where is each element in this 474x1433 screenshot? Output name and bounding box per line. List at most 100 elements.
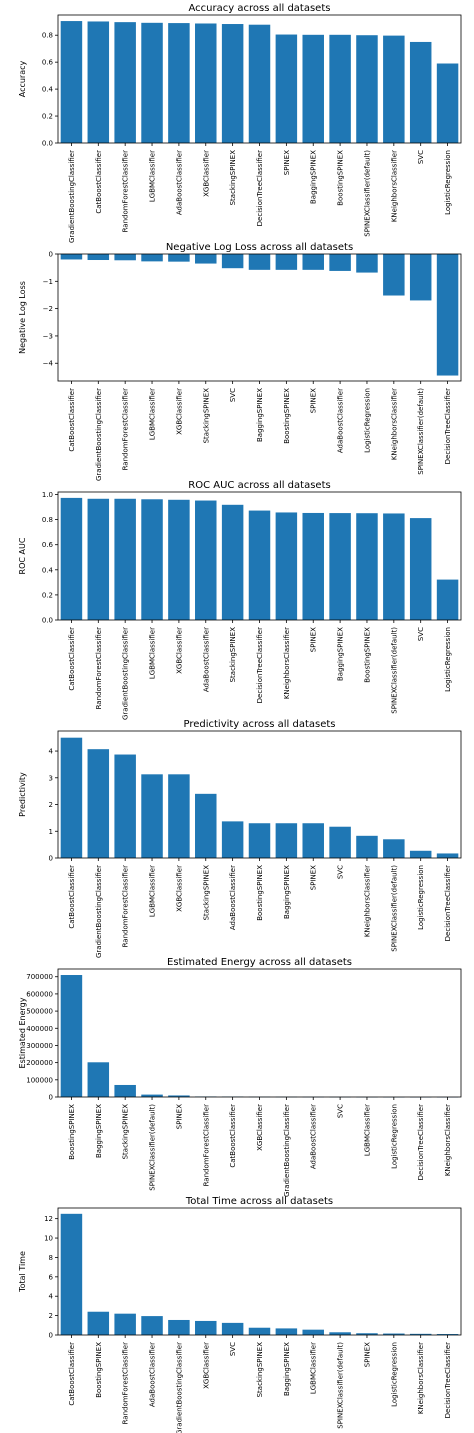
x-tick-label: KNeighborsClassifier — [417, 1342, 425, 1414]
bar — [141, 499, 163, 620]
y-tick-label: 10 — [44, 1235, 53, 1243]
bar — [221, 1322, 244, 1335]
x-tick-label: StackingSPINEX — [256, 1342, 264, 1398]
bar — [383, 35, 405, 143]
x-tick-label: RandomForestClassifier — [95, 627, 103, 710]
bar — [221, 821, 244, 858]
chart-title: ROC AUC across all datasets — [188, 480, 330, 491]
x-tick-label: BoostingSPINEX — [95, 1342, 103, 1398]
bar — [195, 793, 217, 858]
y-tick-label: 700000 — [26, 973, 53, 981]
bar — [60, 975, 83, 1097]
x-tick-label: KNeighborsClassifier — [390, 150, 398, 222]
x-tick-label: RandomForestClassifier — [122, 388, 130, 471]
y-tick-label: 1.0 — [42, 491, 53, 499]
x-tick-label: GradientBoostingClassifier — [95, 388, 103, 481]
x-tick-label: SVC — [337, 1104, 345, 1118]
y-tick-label: 0 — [49, 855, 53, 863]
chart-6: Total Time across all datasets Total Time… — [18, 1196, 462, 1433]
x-tick-label: LGBMClassifier — [149, 150, 157, 202]
x-tick-label: LogisticRegression — [363, 388, 371, 453]
x-tick-label: DecisionTreeClassifier — [444, 865, 452, 941]
x-tick-label: RandomForestClassifier — [122, 865, 130, 948]
x-tick-label: BoostingSPINEX — [363, 627, 371, 683]
y-tick-label: 6 — [49, 1273, 54, 1281]
y-tick-label: 2 — [49, 801, 53, 809]
y-tick-label: −2 — [43, 305, 53, 313]
y-tick-label: 0.6 — [42, 541, 54, 549]
y-tick-label: 2 — [49, 1312, 53, 1320]
x-tick-label: SPINEXClassifier(default) — [363, 150, 371, 237]
y-tick-label: 0.4 — [42, 566, 54, 574]
bar — [248, 1327, 271, 1335]
y-tick-label: 0.8 — [42, 32, 53, 40]
bar — [141, 22, 163, 144]
x-tick-label: SPINEXClassifier(default) — [417, 388, 425, 475]
bar — [302, 823, 324, 858]
y-axis-label: Predictivity — [18, 772, 27, 817]
x-tick-label: DecisionTreeClassifier — [444, 388, 452, 464]
y-tick-label: 0 — [49, 251, 53, 259]
chart-title: Total Time across all datasets — [185, 1196, 333, 1207]
y-tick-label: −4 — [43, 360, 54, 368]
bar — [168, 1095, 190, 1097]
x-tick-label: XGBClassifier — [175, 627, 183, 674]
x-tick-label: AdaBoostClassifier — [149, 1342, 157, 1407]
x-tick-label: StackingSPINEX — [229, 150, 237, 206]
y-tick-label: 0.6 — [42, 59, 54, 67]
bar — [436, 254, 459, 376]
x-tick-label: RandomForestClassifier — [122, 150, 130, 233]
bar — [87, 749, 110, 858]
bar — [221, 504, 244, 620]
bar — [329, 513, 351, 620]
x-tick-label: GradientBoostingClassifier — [68, 150, 76, 243]
bar — [141, 1094, 163, 1097]
x-tick-label: LGBMClassifier — [149, 388, 157, 440]
x-tick-label: DecisionTreeClassifier — [256, 150, 264, 226]
bar — [302, 1329, 324, 1335]
x-tick-label: SPINEX — [175, 1104, 183, 1129]
x-tick-label: KNeighborsClassifier — [283, 627, 291, 699]
bar — [356, 835, 378, 858]
y-axis-label: Total Time — [18, 1251, 27, 1293]
bar — [436, 853, 459, 858]
bar — [87, 1062, 110, 1097]
y-tick-label: 3 — [49, 774, 53, 782]
bar — [114, 754, 136, 858]
bar — [87, 1311, 110, 1335]
x-tick-label: SVC — [337, 865, 345, 879]
x-tick-label: XGBClassifier — [256, 1104, 264, 1151]
bar — [195, 500, 217, 620]
x-tick-label: SPINEX — [310, 627, 318, 652]
bar — [329, 1332, 351, 1335]
bar — [356, 1333, 378, 1335]
x-tick-label: DecisionTreeClassifier — [444, 1342, 452, 1418]
bar — [409, 1333, 432, 1335]
y-tick-label: 4 — [49, 748, 54, 756]
bar — [275, 254, 298, 270]
y-tick-label: −1 — [43, 278, 53, 286]
x-tick-label: BaggingSPINEX — [95, 1104, 103, 1158]
y-tick-label: 600000 — [26, 990, 53, 998]
bar — [275, 34, 298, 143]
bar — [275, 512, 298, 620]
x-tick-label: LGBMClassifier — [310, 1342, 318, 1394]
bar — [248, 24, 271, 144]
x-tick-label: CatBoostClassifier — [95, 150, 103, 214]
bar — [87, 254, 110, 261]
x-tick-label: StackingSPINEX — [202, 388, 210, 444]
y-tick-label: 0.8 — [42, 516, 53, 524]
x-tick-label: AdaBoostClassifier — [175, 150, 183, 215]
x-tick-label: DecisionTreeClassifier — [256, 627, 264, 703]
x-tick-label: SVC — [229, 1342, 237, 1356]
x-tick-label: RandomForestClassifier — [202, 1104, 210, 1187]
bar — [60, 737, 83, 858]
y-tick-label: 1 — [49, 828, 53, 836]
x-tick-label: AdaBoostClassifier — [337, 388, 345, 453]
y-axis-label: Estimated Energy — [18, 997, 27, 1068]
bar — [168, 774, 190, 858]
x-tick-label: XGBClassifier — [202, 1342, 210, 1389]
bar — [248, 823, 271, 858]
bar — [195, 1320, 217, 1335]
